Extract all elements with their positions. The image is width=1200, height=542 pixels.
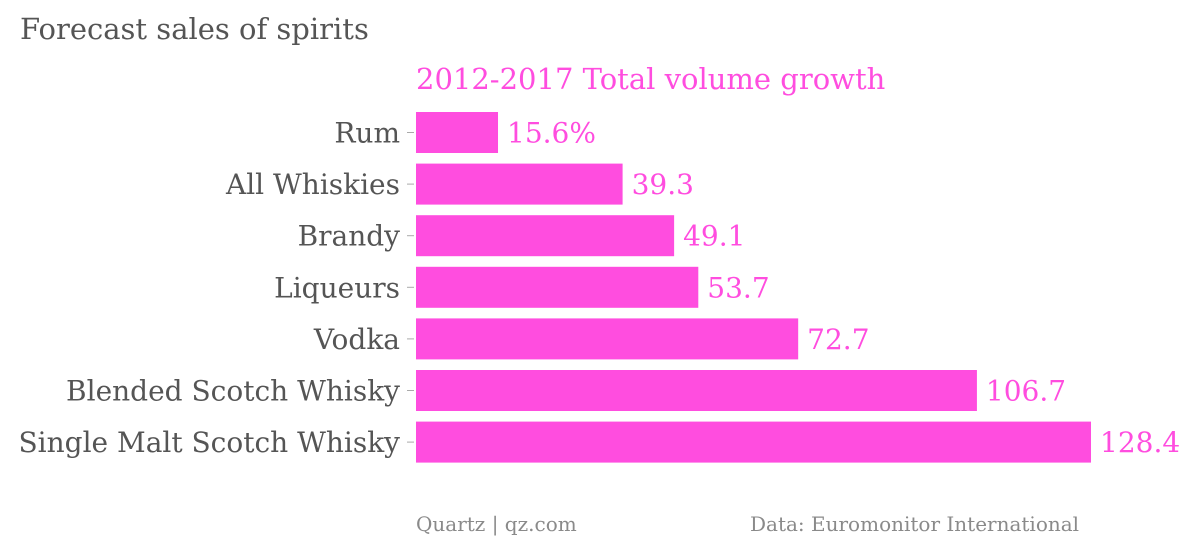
bar-rum (416, 112, 499, 153)
value-label-brandy: 49.1 (683, 220, 745, 253)
value-label-all-whiskies: 39.3 (632, 168, 694, 201)
category-label-vodka: Vodka (313, 323, 400, 356)
value-label-blended-scotch-whisky: 106.7 (986, 375, 1066, 408)
bar-liqueurs (416, 266, 699, 308)
bar-single-malt-scotch-whisky (416, 421, 1091, 463)
value-label-liqueurs: 53.7 (707, 271, 769, 304)
chart-subtitle: 2012-2017 Total volume growth (416, 62, 886, 96)
category-label-single-malt-scotch-whisky: Single Malt Scotch Whisky (19, 426, 401, 459)
footer-data-source: Data: Euromonitor International (750, 512, 1080, 536)
category-label-blended-scotch-whisky: Blended Scotch Whisky (66, 375, 400, 408)
bar-all-whiskies (416, 163, 623, 205)
value-label-single-malt-scotch-whisky: 128.4 (1100, 426, 1180, 459)
bar-brandy (416, 215, 675, 257)
value-label-vodka: 72.7 (807, 323, 869, 356)
category-label-liqueurs: Liqueurs (274, 271, 400, 304)
chart-title: Forecast sales of spirits (20, 12, 369, 46)
category-label-rum: Rum (334, 117, 400, 150)
category-label-all-whiskies: All Whiskies (225, 168, 400, 201)
bar-vodka (416, 318, 799, 360)
footer-credit: Quartz | qz.com (416, 512, 577, 536)
category-label-brandy: Brandy (298, 220, 401, 253)
bar-blended-scotch-whisky (416, 370, 977, 411)
value-label-rum: 15.6% (507, 117, 596, 150)
